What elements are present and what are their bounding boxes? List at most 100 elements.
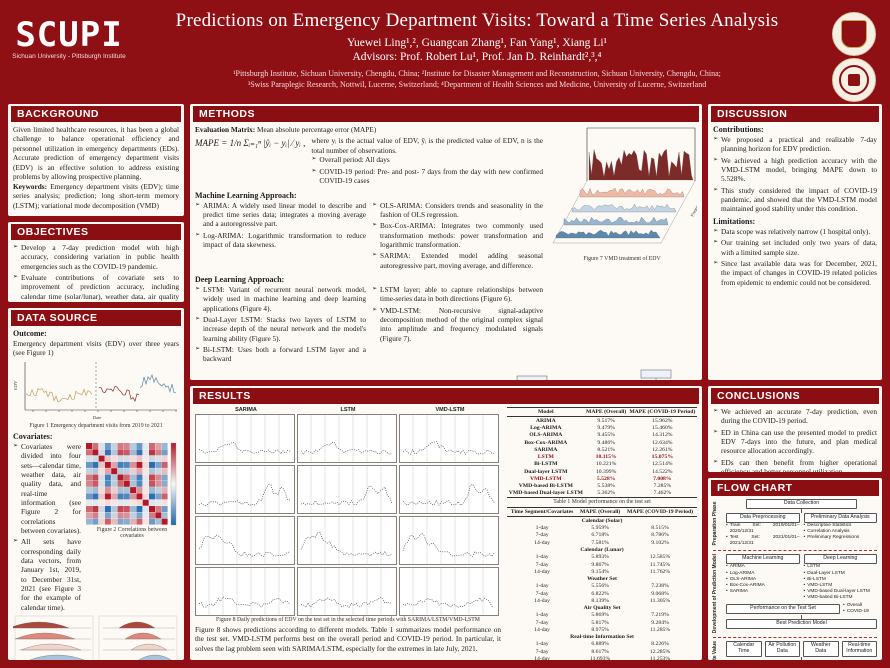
list-item: • Descriptive Statistics (804, 523, 878, 529)
table-row: 1-day 6.889% 8.226% (507, 641, 697, 648)
bullet-icon: ➢ (372, 222, 378, 229)
cell: 5.893% (591, 554, 609, 561)
bullet-icon: • (803, 535, 806, 541)
ml-approach-label: Machine Learning Approach: (195, 190, 297, 200)
cell-model: Bi-LSTM (534, 461, 558, 468)
authors-line: Yuewei Ling¹,², Guangcan Zhang¹, Fan Yan… (347, 37, 607, 49)
cell-covid: 12.514% (652, 461, 673, 468)
heatmap-colorbar (170, 442, 177, 526)
deep-learning-box: Deep Learning (803, 554, 877, 565)
bullet-icon: ➢ (13, 273, 19, 280)
background-keywords: Keywords: Emergency department visits (E… (13, 182, 179, 210)
list-item: ➢ Overall period: All days (311, 155, 543, 165)
group-row: Air Quality Set (507, 605, 697, 612)
list-item: ➢ Log-ARIMA: Logarithmic transformation t… (195, 231, 366, 250)
bullet-icon: ➢ (372, 306, 378, 313)
cell-overall: 10.221% (595, 461, 617, 468)
cell: 1-day (535, 583, 549, 590)
cell: 1-day (535, 641, 549, 648)
preprocessing-list: • Train Set: 2019/01/01–2020/12/31 • Test S… (726, 523, 800, 548)
cell: 8.786% (651, 532, 669, 539)
list-item: ➢ SARIMA: Extended model adding seasonal … (372, 251, 543, 270)
eval-matrix-text: Mean absolute percentage error (MAPE) (257, 125, 377, 134)
dual-layer-lstm-diagram (516, 375, 548, 380)
list-item: • COVID-19 (843, 609, 877, 615)
bullet-icon: ➢ (713, 408, 719, 414)
bullet-text: COVID-19 (846, 609, 869, 615)
cell-overall: 9.455% (597, 432, 615, 439)
eval-matrix-label: Evaluation Matrix: (195, 125, 256, 134)
bullet-text: We achieved an accurate 7-day prediction… (721, 407, 877, 426)
bullet-icon: • (803, 576, 806, 582)
cell-covid: 15.460% (652, 425, 673, 432)
data-collection-box: Data Collection (745, 499, 858, 509)
background-section: BACKGROUND Given limited healthcare reso… (8, 104, 184, 216)
bullet-text: Since last available data was for Decemb… (721, 258, 877, 287)
bullet-text: Preliminary Regressions (807, 535, 860, 541)
cell: 8.139% (591, 597, 609, 604)
cell: 14-day (534, 656, 550, 660)
results-note: Figure 8 shows predictions according to … (195, 625, 501, 653)
bullet-icon: • (726, 582, 728, 588)
cell: 5.817% (591, 619, 609, 626)
list-item: ➢ All sets have corresponding daily data … (13, 537, 81, 612)
table-row: 7-day 6.822% 9.068% (507, 590, 697, 597)
bullet-icon: • (803, 582, 806, 588)
data-source-section: DATA SOURCE Outcome: Emergency departmen… (8, 308, 184, 660)
prediction-mini-chart (297, 567, 397, 616)
prediction-mini-chart (297, 465, 397, 514)
table1-caption: Table 1 Model performance on the test se… (553, 499, 651, 506)
cell: 9.284% (651, 619, 669, 626)
bullet-icon: • (843, 609, 845, 615)
table-row: ARIMA 9.517% 15.962% (507, 417, 697, 425)
university-seals (824, 12, 884, 102)
bullet-text: All sets have corresponding daily data v… (21, 537, 81, 612)
list-item: • VMD-based Bi-LSTM (804, 595, 878, 601)
cell: 7-day (535, 648, 549, 655)
prediction-mini-chart (399, 516, 499, 565)
bi-lstm-diagram (640, 369, 672, 380)
bullet-text: We proposed a practical and realizable 7… (721, 135, 877, 154)
scupi-logo-word: SCUPI (15, 15, 123, 55)
prediction-mini-chart (195, 414, 295, 463)
machine-learning-box: Machine Learning (726, 554, 800, 565)
bullet-text: Correlation Analysis (807, 529, 850, 535)
bullet-text: LSTM: Variant of recurrent neural networ… (203, 285, 366, 313)
list-item: ➢ Dual-Layer LSTM: Stacks two layers of L… (195, 315, 366, 343)
group-label: Calendar (Solar) (581, 517, 623, 524)
results-header: RESULTS (193, 388, 699, 404)
cell: 8.515% (651, 525, 669, 532)
table-row: 1-day 5.959% 8.515% (507, 525, 697, 532)
formula-where-text: where yᵢ is the actual value of EDV, ŷᵢ … (311, 136, 543, 155)
chart-col-header-vmdlstm: VMD-LSTM (435, 407, 465, 413)
phase-label-development: Development of Prediction Model (712, 554, 718, 634)
vmd-waterfall-chart: Frequency (552, 127, 697, 244)
dl-approach-list-left: ➢ LSTM: Variant of recurrent neural netwo… (195, 285, 366, 366)
eda-ridgeline-violin-chart (13, 615, 178, 660)
prediction-mini-chart (399, 567, 499, 616)
covariates-row: ➢ Covariates were divided into four sets—… (13, 442, 179, 614)
covariate-box: Weather Data (803, 640, 839, 657)
cell: 14-day (534, 568, 550, 575)
cell-overall: 9.479% (597, 425, 615, 432)
bullet-icon: • (726, 522, 728, 528)
cell-model: ARIMA (535, 417, 556, 424)
covariates-list: ➢ Covariates were divided into four sets—… (13, 442, 81, 614)
cell: 11.745% (649, 561, 671, 568)
cell: 9.867% (591, 561, 609, 568)
prediction-mini-chart (195, 516, 295, 565)
cell-overall: 10.115% (595, 454, 617, 461)
table-row: Box-Cox-ARIMA 9.486% 12.634% (507, 439, 697, 446)
sichuan-emblem-icon (839, 65, 869, 95)
bullet-icon: • (726, 576, 728, 582)
cell: 9.068% (651, 590, 669, 597)
cell-overall: 10.399% (595, 468, 617, 475)
cell: 7-day (535, 561, 549, 568)
list-item: • Box-Cox-ARIMA (726, 583, 800, 589)
figure2-caption: Figure 2 Correlations between covariates (96, 526, 168, 539)
advisors-line: Advisors: Prof. Robert Lu¹, Prof. Jan D.… (352, 51, 602, 63)
list-item: ➢ Data scope was relatively narrow (1 hos… (713, 227, 877, 237)
bullet-text: Dual-Layer LSTM: Stacks two layers of LS… (203, 314, 366, 343)
list-item: ➢ Develop a 7-day prediction model with h… (13, 243, 179, 271)
affiliation-line-2: ³Swiss Paraplegic Research, Nottwil, Luc… (247, 79, 707, 89)
